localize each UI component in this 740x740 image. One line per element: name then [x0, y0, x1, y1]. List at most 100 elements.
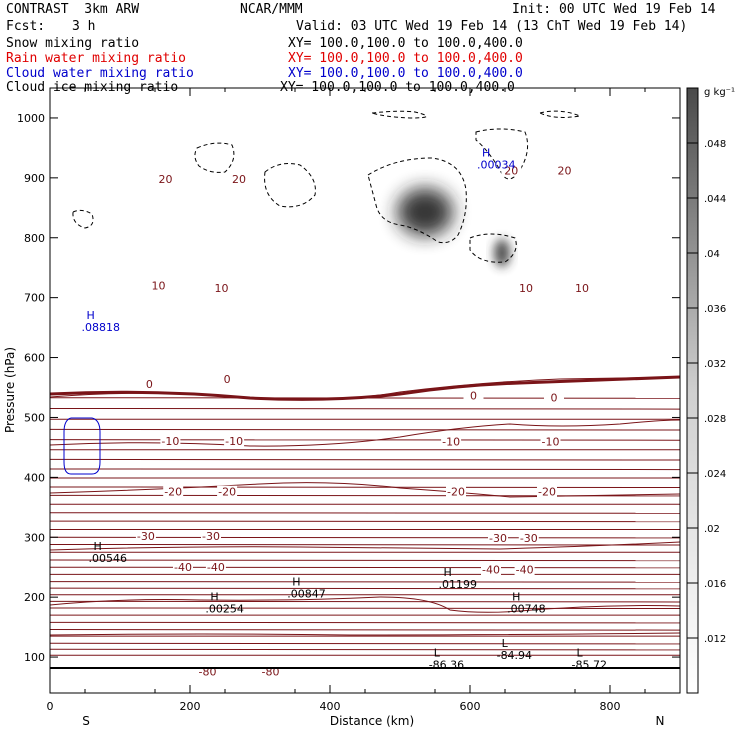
temperature-label-bg	[217, 485, 238, 498]
temperature-label: 20	[558, 165, 572, 178]
temperature-label-bg	[205, 561, 226, 574]
y-tick-label: 500	[24, 411, 45, 424]
isotherm-line	[50, 428, 680, 431]
forecast-hours: 3 h	[72, 19, 96, 34]
colorbar-tick-label: .04	[704, 249, 720, 260]
y-tick-label: 100	[24, 651, 45, 664]
temperature-label-bg	[441, 435, 462, 448]
y-tick-label: 400	[24, 471, 45, 484]
temperature-labels: -80 -80-40 -40 -40 -40-30 -30 -30 -30-20 -20 -20-…	[135, 164, 592, 678]
colorbar-tick-label: .032	[704, 359, 726, 370]
extremum-value: .00546	[89, 552, 128, 565]
north-label: N	[656, 714, 665, 728]
temperature-label-bg	[201, 530, 221, 543]
isotherm-line	[50, 541, 680, 551]
temperature-label: -20	[447, 486, 465, 499]
chart-title: CONTRAST 3km ARW	[6, 2, 140, 17]
colorbar-tick-label: .024	[704, 469, 726, 480]
temperature-label: -40	[482, 564, 500, 577]
org-label: NCAR/MMM	[240, 2, 303, 17]
colorbar-gradient	[686, 87, 699, 694]
isotherm-line	[50, 600, 680, 603]
isotherm-line	[50, 596, 680, 613]
isotherm-line	[50, 543, 680, 546]
cloud-water-contour-2	[63, 417, 72, 475]
colorbar-tick-label: .044	[704, 194, 726, 205]
x-axis-label: Distance (km)	[330, 714, 414, 728]
y-tick-label: 300	[24, 531, 45, 544]
ice-mixing-contours	[72, 110, 582, 263]
temperature-label-bg	[572, 282, 592, 295]
colorbar-tick-label: .036	[704, 304, 726, 315]
temperature-label: -20	[538, 486, 556, 499]
snow-core-secondary	[494, 239, 510, 267]
field-snow-xy: XY= 100.0,100.0 to 100.0,400.0	[288, 36, 523, 51]
temperature-label: -30	[202, 530, 220, 543]
extremum-kind: L	[502, 637, 509, 650]
colorbar-tick-label: .028	[704, 414, 726, 425]
ice-contour-7	[475, 128, 529, 180]
isotherm-line	[50, 587, 680, 590]
temperature-label-bg	[540, 435, 561, 448]
temperature-label: 0	[551, 392, 558, 405]
temperature-label-bg	[160, 434, 181, 447]
extremum-kind: L	[434, 647, 441, 660]
south-label: S	[82, 714, 90, 728]
isotherm-line	[50, 632, 680, 636]
extremum-kind: H	[87, 309, 95, 322]
isotherm-line	[50, 607, 680, 610]
temperature-label-bg	[514, 563, 535, 576]
temperature-label-bg	[229, 173, 249, 186]
extremum-value: -85.72	[572, 659, 607, 672]
colorbar-unit: g kg⁻¹	[704, 87, 735, 98]
isotherm-line	[50, 482, 680, 498]
ice-contour-1	[371, 110, 427, 119]
isotherm-line	[50, 468, 680, 471]
temperature-label-bg	[544, 391, 564, 404]
init-time: Init: 00 UTC Wed 19 Feb 14	[512, 2, 716, 17]
isotherm-line	[50, 520, 680, 523]
extremum-value: .01199	[439, 578, 478, 591]
temperature-label: -30	[489, 532, 507, 545]
isotherm-line	[50, 419, 680, 447]
isotherm-line	[50, 486, 680, 489]
y-tick-label: 600	[24, 352, 45, 365]
isotherm-line	[50, 566, 680, 569]
field-rain-name: Rain water mixing ratio	[6, 51, 187, 66]
extremum-kind: H	[444, 566, 452, 579]
field-cloudwater-name: Cloud water mixing ratio	[6, 66, 194, 81]
field-rain-xy: XY= 100.0,100.0 to 100.0,400.0	[288, 51, 523, 66]
extremum-kind: H	[292, 575, 300, 588]
extremum-kind: H	[512, 590, 520, 603]
temperature-label: 20	[504, 165, 518, 178]
extremum-kind: H	[94, 540, 102, 553]
y-tick-label: 800	[24, 232, 45, 245]
temperature-label-bg	[537, 485, 557, 498]
x-tick-label: 0	[47, 700, 54, 713]
ice-contour-3	[194, 142, 235, 173]
temperature-label-bg	[211, 282, 232, 295]
temperature-contours	[50, 375, 680, 656]
extremum-value: .00254	[205, 602, 244, 615]
temperature-label: -40	[174, 561, 192, 574]
temperature-label: 0	[224, 373, 231, 386]
temperature-label: 10	[215, 282, 229, 295]
temperature-label-bg	[501, 164, 522, 177]
cloud-water-contours	[63, 417, 101, 475]
temperature-label-bg	[163, 485, 184, 498]
isotherm-line	[50, 458, 680, 461]
extremum-kind: H	[210, 590, 218, 603]
ice-contour-4	[264, 163, 316, 208]
temperature-label: 20	[159, 173, 173, 186]
temperature-label-bg	[518, 531, 539, 544]
temperature-label: -10	[442, 435, 460, 448]
temperature-label-bg	[217, 373, 238, 386]
ice-contour-8	[469, 233, 517, 263]
isotherm-line	[50, 642, 680, 645]
colorbar-ticks: .012 .016 .02 .024 .028 .032 .036 .04 .044 .048	[687, 139, 726, 645]
extremum-value: -84.94	[497, 649, 532, 662]
colorbar-tick-label: .02	[704, 524, 720, 535]
y-tick-label: 200	[24, 591, 45, 604]
extremum-kind: H	[482, 146, 490, 159]
temperature-label: -30	[137, 530, 155, 543]
